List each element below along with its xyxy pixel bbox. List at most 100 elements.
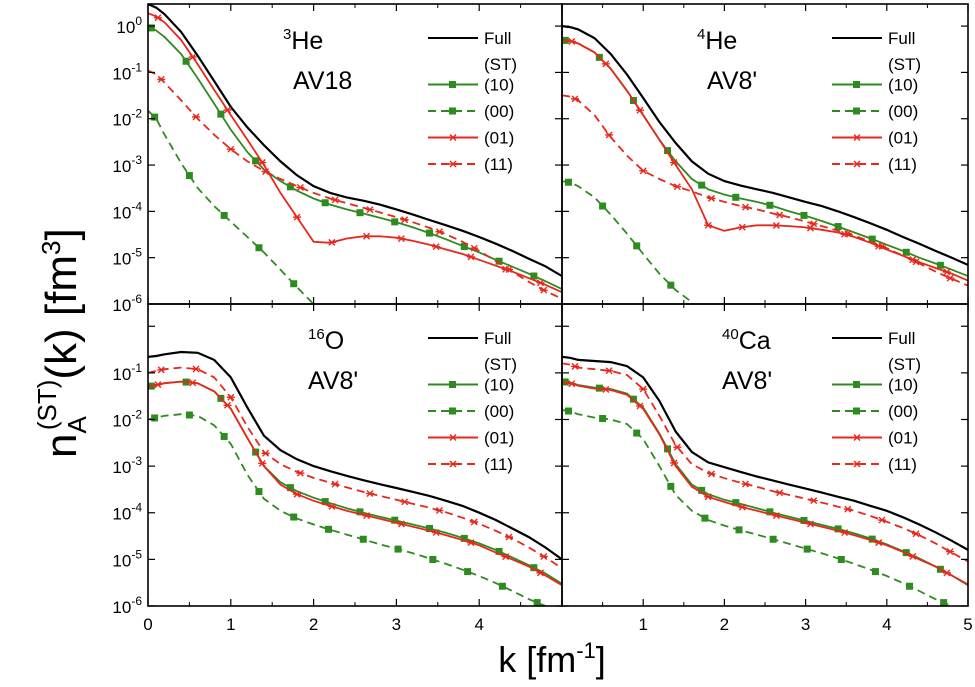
- data-point: [599, 202, 607, 210]
- data-point: [834, 223, 842, 231]
- data-point: [868, 235, 876, 243]
- data-point: [670, 459, 679, 467]
- data-point: [633, 429, 641, 437]
- series-line: [562, 362, 968, 563]
- series-line: [148, 413, 546, 606]
- legend-marker: [449, 160, 457, 168]
- legend-marker: [449, 134, 457, 141]
- data-point: [365, 489, 374, 497]
- y-tick-label: 10-3: [112, 454, 142, 477]
- data-point: [707, 470, 716, 478]
- y-tick-label: 10-6: [112, 594, 142, 617]
- legend-entry: Full: [484, 329, 511, 348]
- y-tick-label: 10-5: [112, 246, 142, 269]
- legend-entry: (00): [888, 402, 918, 421]
- legend-entry: (11): [888, 455, 917, 474]
- data-point: [188, 379, 197, 387]
- data-point: [570, 95, 579, 103]
- data-point: [327, 502, 336, 510]
- potential-label: AV8': [308, 367, 358, 395]
- data-point: [365, 206, 374, 214]
- data-point: [296, 469, 305, 477]
- data-point: [217, 110, 225, 118]
- data-point: [182, 57, 190, 65]
- series-line: [148, 12, 562, 294]
- data-point: [673, 183, 682, 191]
- data-point: [570, 362, 579, 370]
- legend-header: (ST): [484, 355, 517, 374]
- legend: Full (ST) (10) (00) (01) (11): [832, 29, 921, 174]
- data-point: [775, 489, 784, 497]
- data-point: [293, 213, 302, 221]
- data-point: [255, 244, 263, 252]
- data-point: [635, 402, 644, 410]
- data-point: [732, 193, 740, 201]
- legend-marker: [449, 434, 457, 441]
- series-Full-p4: [562, 355, 968, 551]
- data-point: [466, 539, 475, 547]
- series-00-p2: [562, 178, 693, 303]
- data-point: [564, 407, 572, 415]
- y-tick-label: 10-1: [112, 361, 142, 384]
- series-line: [562, 355, 968, 551]
- data-point: [871, 568, 879, 576]
- legend-entry: Full: [484, 29, 511, 48]
- series-line: [562, 25, 968, 266]
- series-line: [148, 109, 315, 304]
- data-point: [391, 218, 399, 226]
- data-point: [906, 582, 914, 590]
- data-point: [495, 257, 503, 265]
- data-point: [940, 599, 948, 606]
- series-Full-p1: [148, 4, 562, 278]
- series-line: [148, 4, 562, 278]
- data-point: [806, 520, 815, 528]
- series-00-p4: [562, 407, 953, 606]
- data-point: [223, 401, 232, 409]
- legend-marker: [853, 407, 860, 415]
- data-point: [874, 539, 883, 547]
- data-point: [809, 497, 818, 505]
- data-point: [400, 498, 409, 506]
- data-point: [505, 533, 514, 541]
- data-point: [391, 516, 399, 524]
- data-point: [192, 365, 201, 373]
- potential-label: AV8': [707, 67, 757, 95]
- data-point: [498, 582, 506, 590]
- legend-entry: (01): [888, 129, 918, 148]
- data-point: [704, 221, 713, 229]
- series-00-p1: [148, 109, 315, 304]
- x-axis-label: k [fm-1]: [498, 638, 606, 680]
- data-point: [470, 244, 479, 252]
- data-point: [220, 211, 228, 219]
- data-point: [153, 381, 162, 389]
- data-point: [359, 535, 367, 543]
- data-point: [567, 37, 576, 45]
- data-point: [429, 555, 437, 563]
- y-axis-label: nA(ST)(k) [fm3]: [32, 228, 92, 458]
- data-point: [738, 223, 747, 231]
- data-point: [495, 547, 503, 555]
- series-Full-p3: [148, 350, 562, 561]
- data-point: [286, 183, 294, 191]
- data-point: [460, 534, 468, 542]
- data-point: [698, 486, 706, 494]
- y-tick-label: 10-2: [112, 107, 142, 130]
- panel-2: 4He AV8' Full (ST) (10) (00) (01) (11): [561, 3, 969, 305]
- data-point: [667, 281, 675, 289]
- data-point: [902, 248, 910, 256]
- nucleus-label: 3He: [283, 26, 323, 55]
- data-point: [806, 224, 815, 232]
- data-point: [220, 432, 228, 440]
- legend-marker: [853, 434, 861, 441]
- y-tick-label: 10-5: [112, 547, 142, 570]
- data-point: [605, 367, 614, 375]
- y-tick-label: 10-6: [112, 292, 142, 315]
- legend-marker: [449, 381, 456, 388]
- data-point: [843, 505, 852, 513]
- data-point: [157, 366, 166, 374]
- data-point: [599, 415, 607, 423]
- data-point: [258, 459, 267, 467]
- data-point: [435, 228, 444, 236]
- legend-header: (ST): [888, 355, 921, 374]
